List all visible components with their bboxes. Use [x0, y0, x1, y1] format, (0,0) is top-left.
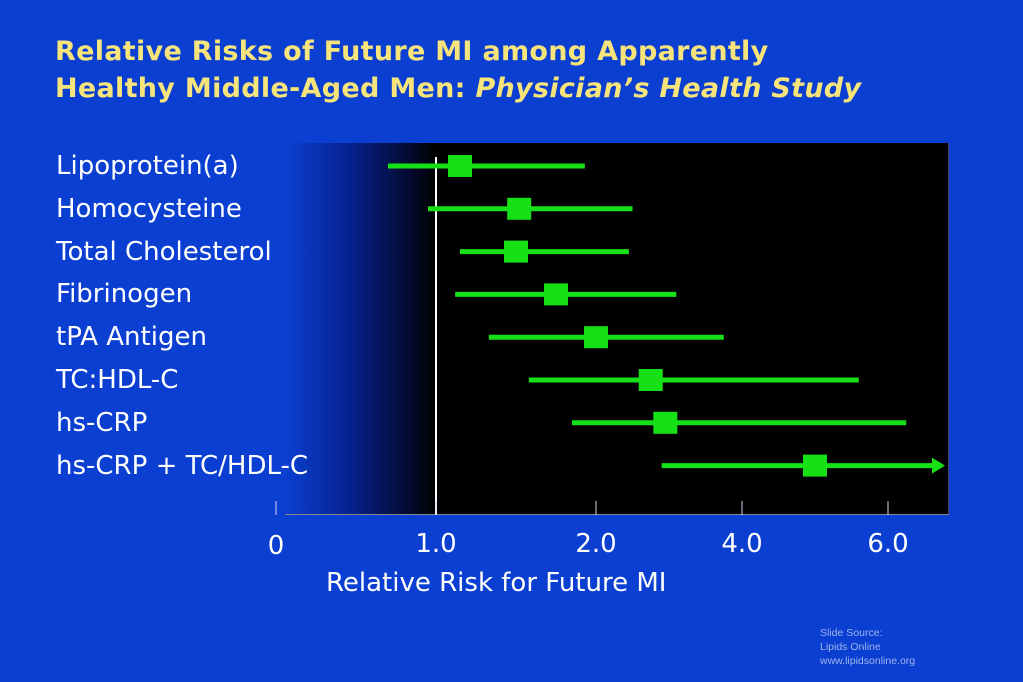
- row-label: hs-CRP + TC/HDL-C: [56, 450, 309, 481]
- point-estimate-marker: [584, 326, 608, 349]
- row-label: Total Cholesterol: [56, 236, 272, 267]
- row-label: Lipoprotein(a): [56, 151, 239, 181]
- x-tick-label: 4.0: [721, 529, 762, 559]
- x-tick-label: 6.0: [867, 529, 908, 559]
- point-estimate-marker: [653, 411, 678, 434]
- row-label: Fibrinogen: [56, 279, 193, 310]
- x-tick-label: 2.0: [575, 529, 616, 559]
- ci-arrowhead: [932, 457, 945, 474]
- point-estimate-marker: [507, 197, 532, 220]
- x-axis-title: Relative Risk for Future MI: [326, 568, 667, 598]
- row-label: Homocysteine: [56, 193, 242, 224]
- title-study-name: Physician’s Health Study: [475, 73, 862, 104]
- plot-fade-region: [285, 143, 437, 515]
- x-tick-label: 1.0: [415, 529, 456, 559]
- row-label: hs-CRP: [56, 407, 148, 438]
- point-estimate-marker: [448, 155, 472, 177]
- title-line-2: Healthy Middle-Aged Men:: [55, 73, 476, 104]
- row-label: tPA Antigen: [56, 322, 207, 353]
- row-label: TC:HDL-C: [56, 365, 179, 395]
- point-estimate-marker: [544, 283, 568, 306]
- title-line-1: Relative Risks of Future MI among Appare…: [55, 36, 769, 67]
- source-line-1: Slide Source:: [820, 627, 883, 639]
- source-line-2: Lipids Online: [820, 641, 881, 653]
- slide-source: Slide Source: Lipids Online www.lipidson…: [820, 626, 915, 668]
- source-line-3: www.lipidsonline.org: [820, 655, 916, 667]
- point-estimate-marker: [638, 369, 663, 391]
- slide-title: Relative Risks of Future MI among Appare…: [55, 33, 861, 107]
- point-estimate-marker: [803, 454, 827, 477]
- x-tick-label: 0: [268, 531, 285, 561]
- point-estimate-marker: [504, 240, 528, 263]
